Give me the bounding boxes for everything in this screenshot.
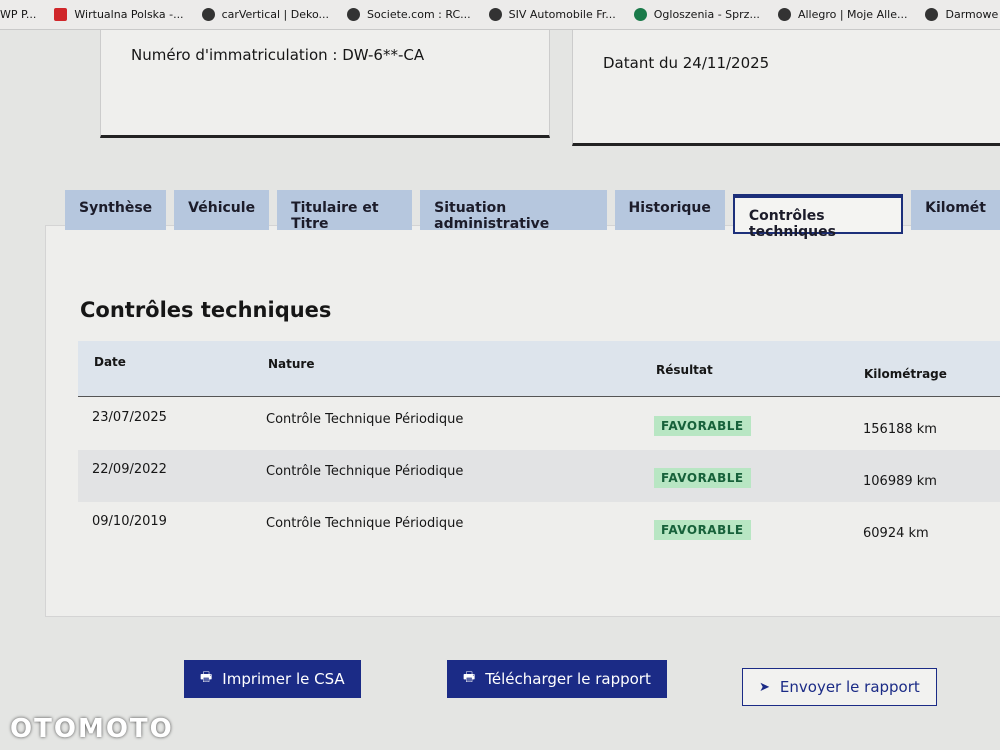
table-row: 23/07/2025 Contrôle Technique Périodique F… [78, 398, 1000, 450]
bookmark-label: carVertical | Deko... [221, 8, 329, 21]
row-date: 22/09/2022 [92, 462, 167, 477]
printer-icon: 🖶 [463, 670, 476, 685]
ministry-card: Datant du 24/11/2025 [572, 30, 1000, 146]
row-nature: Contrôle Technique Périodique [266, 412, 464, 427]
tab-5[interactable]: Contrôles techniques [732, 194, 904, 240]
bookmark[interactable]: carVertical | Deko... [201, 8, 329, 21]
globe-icon [488, 8, 502, 21]
bookmark-label: SIV Automobile Fr... [508, 8, 616, 21]
button-label: Envoyer le rapport [779, 678, 920, 696]
status-badge: FAVORABLE [654, 468, 751, 488]
button-label: Imprimer le CSA [222, 670, 345, 688]
table-row: 22/09/2022 Contrôle Technique Périodique F… [78, 450, 1000, 502]
tab-6[interactable]: Kilomét [911, 190, 1000, 230]
bookmark-label: Ogloszenia - Sprz... [653, 8, 760, 21]
globe-icon [777, 8, 791, 21]
printer-icon: 🖶 [200, 670, 213, 685]
chat-icon [925, 8, 939, 21]
globe-icon [347, 8, 360, 21]
tab-0[interactable]: Synthèse [65, 190, 167, 230]
status-badge: FAVORABLE [654, 416, 751, 436]
bookmark-label: Darmowe Sprawd... [945, 8, 1000, 21]
bookmark[interactable]: Societe.com : RC... [347, 8, 471, 21]
bookmark[interactable]: Allegro | Moje Alle... [777, 8, 908, 21]
row-nature: Contrôle Technique Périodique [266, 464, 464, 479]
bookmark-label: WP P... [0, 8, 37, 21]
col-nature: Nature [268, 357, 315, 371]
bookmarks-bar: WP P... Wirtualna Polska -... carVertica… [0, 0, 1000, 30]
wp-icon [54, 8, 68, 21]
tab-1[interactable]: Véhicule [174, 190, 270, 230]
row-date: 23/07/2025 [92, 410, 167, 425]
bookmark[interactable]: Wirtualna Polska -... [54, 8, 184, 21]
vehicle-card: Numéro d'immatriculation : DW-6**-CA [100, 30, 550, 138]
registration-number: Numéro d'immatriculation : DW-6**-CA [131, 46, 425, 64]
col-km: Kilométrage [864, 367, 947, 381]
otomoto-watermark: OTOMOTO [10, 714, 174, 744]
tab-4[interactable]: Historique [614, 190, 725, 230]
bookmark[interactable]: Darmowe Sprawd... [925, 8, 1000, 21]
tab-panel: Contrôles techniques Date Nature Résulta… [45, 225, 1000, 617]
section-title: Contrôles techniques [80, 298, 332, 322]
row-km: 106989 km [863, 474, 937, 489]
tab-3[interactable]: Situation administrative [420, 190, 607, 232]
bookmark[interactable]: Ogloszenia - Sprz... [633, 8, 760, 21]
col-result: Résultat [656, 363, 713, 377]
bookmark[interactable]: SIV Automobile Fr... [488, 8, 616, 21]
row-km: 156188 km [863, 422, 937, 437]
print-csa-button[interactable]: 🖶 Imprimer le CSA [184, 660, 361, 698]
send-report-button[interactable]: ➤ Envoyer le rapport [742, 668, 937, 706]
globe-icon [201, 8, 215, 21]
table-row: 09/10/2019 Contrôle Technique Périodique F… [78, 502, 1000, 554]
col-date: Date [94, 355, 126, 369]
olx-icon [633, 8, 647, 21]
table-header: Date Nature Résultat Kilométrage [78, 341, 1000, 397]
row-km: 60924 km [863, 526, 929, 541]
bookmark-label: Allegro | Moje Alle... [797, 8, 908, 21]
button-label: Télécharger le rapport [485, 670, 651, 688]
bookmark-label: Societe.com : RC... [367, 8, 471, 21]
status-badge: FAVORABLE [654, 520, 751, 540]
tab-bar: Synthèse Véhicule Titulaire et Titre Situat… [65, 190, 1000, 240]
row-nature: Contrôle Technique Périodique [266, 516, 464, 531]
row-date: 09/10/2019 [92, 514, 167, 529]
tab-2[interactable]: Titulaire et Titre [277, 190, 413, 232]
bookmark[interactable]: WP P... [0, 8, 36, 21]
info-date: Datant du 24/11/2025 [603, 54, 770, 72]
bookmark-label: Wirtualna Polska -... [74, 8, 184, 21]
download-report-button[interactable]: 🖶 Télécharger le rapport [447, 660, 667, 698]
send-arrow-icon: ➤ [759, 679, 770, 695]
